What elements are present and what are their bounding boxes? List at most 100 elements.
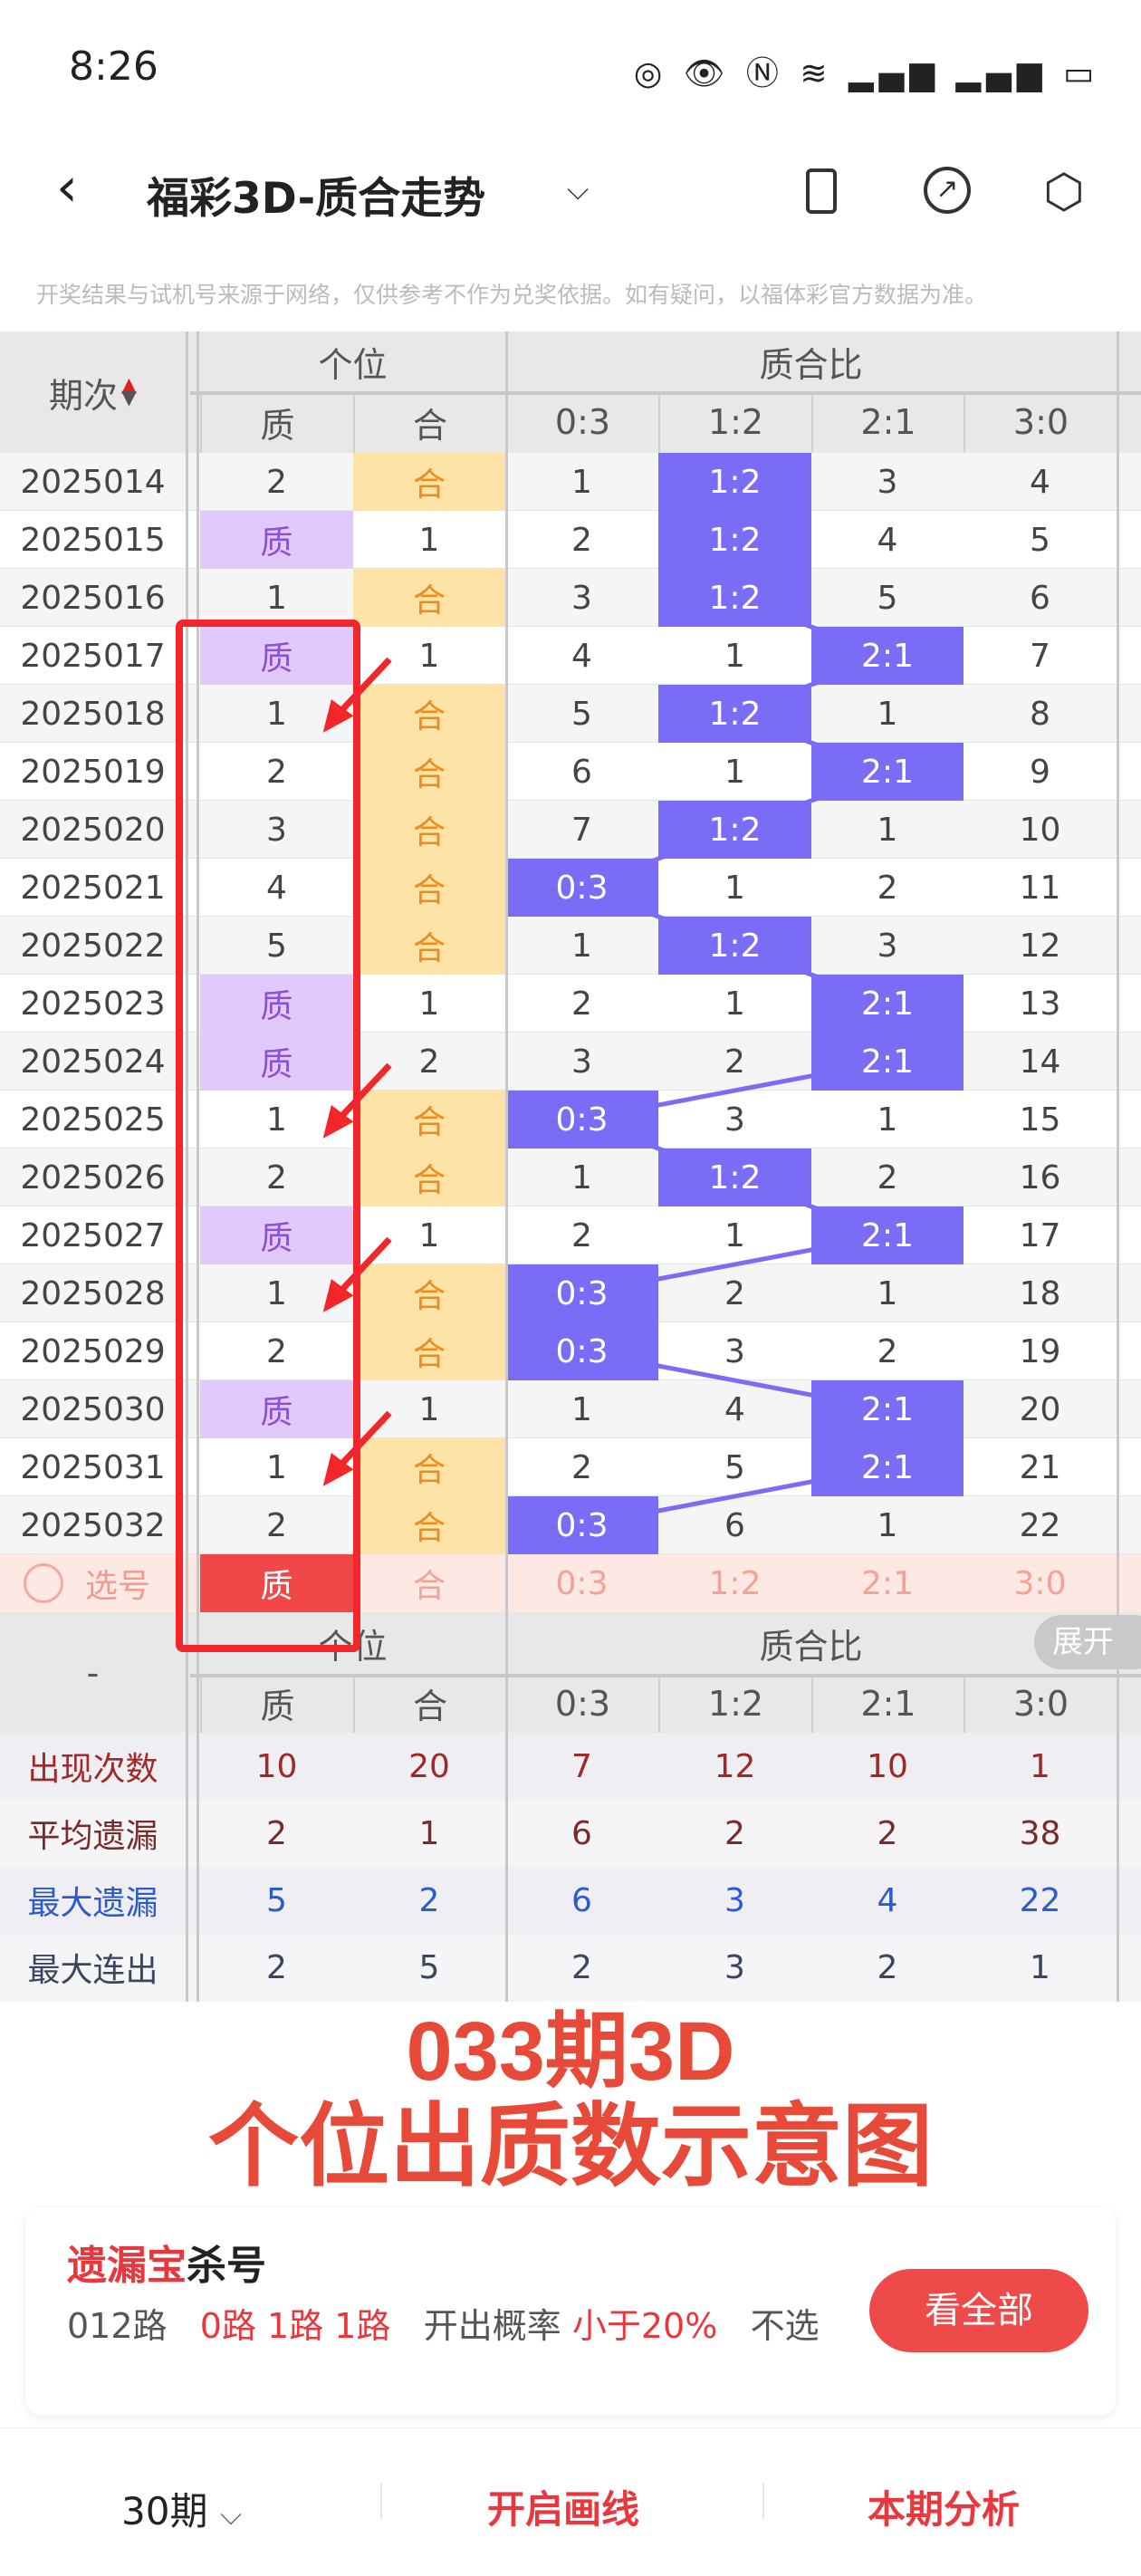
- ratio-miss-cell: 3: [571, 579, 592, 617]
- unit-cell: 合: [353, 1149, 505, 1206]
- title-bar: ‹ 福彩3D-质合走势 ⌵ ↗ ⬡: [0, 136, 1141, 249]
- unit-cell: 2: [266, 463, 287, 501]
- stats-table: - 个位 质合比质合 0:3 1:2 2:1 3:0 出现次数 10 20 7 12 10 1 平均遗漏 2 1…: [0, 1612, 1141, 2002]
- select-cell-0-3[interactable]: 0:3: [555, 1564, 609, 1602]
- ratio-miss-cell: 3: [724, 1101, 745, 1139]
- view-all-button[interactable]: 看全部: [869, 2269, 1088, 2352]
- table-row: 2025016 1 合: [0, 569, 1141, 627]
- stats-corner: -: [0, 1612, 186, 1733]
- ratio-miss-cell: 1: [724, 1216, 745, 1254]
- column-header: 合: [353, 1674, 505, 1733]
- ratio-hit-cell: 1:2: [658, 917, 811, 975]
- select-cell-3-0[interactable]: 3:0: [1013, 1564, 1067, 1602]
- status-bar: 8:26 ◎ 👁 Ⓝ ≋ ▂▄▆ ▂▄▆ ▭: [0, 0, 1141, 136]
- unit-cell: 合: [353, 917, 505, 975]
- analysis-button[interactable]: 本期分析: [868, 2487, 1021, 2532]
- sort-icon[interactable]: ▲ ▼: [121, 374, 137, 409]
- table-row: 2025014 2 合: [0, 453, 1141, 511]
- share-icon[interactable]: ↗: [924, 167, 971, 214]
- ratio-miss-cell: 3: [877, 927, 898, 965]
- column-header: 质: [200, 1674, 353, 1733]
- ratio-miss-cell: 1: [724, 637, 745, 675]
- ratio-miss-cell: 1: [877, 695, 898, 733]
- ratio-miss-cell: 5: [571, 695, 592, 733]
- group-header-ratio: 质合比: [505, 332, 1117, 391]
- ratio-miss-cell: 2: [724, 1043, 745, 1081]
- column-divider: [505, 1612, 508, 2002]
- ratio-miss-cell: 6: [571, 753, 592, 791]
- period-cell: 2025024: [20, 1043, 166, 1081]
- table-row: 2025015 质 1: [0, 511, 1141, 569]
- ratio-miss-cell: 4: [571, 637, 592, 675]
- clock: 8:26: [69, 43, 158, 90]
- period-select[interactable]: 30期 ⌵: [121, 2481, 242, 2536]
- chevron-down-icon[interactable]: ⌵: [567, 172, 590, 207]
- back-icon[interactable]: ‹: [56, 156, 78, 219]
- column-header: 1:2: [658, 391, 811, 453]
- ratio-miss-cell: 1: [571, 463, 592, 501]
- kill-number-card: 遗漏宝杀号 012路 0路 1路 1路 开出概率 小于20% 不选 看全部: [25, 2207, 1116, 2416]
- ratio-hit-cell: 2:1: [811, 975, 964, 1033]
- stats-label: 最大连出: [27, 1952, 158, 1989]
- select-cell-合[interactable]: 合: [412, 1568, 446, 1605]
- period-cell: 2025022: [20, 927, 166, 965]
- ratio-miss-cell: 22: [1019, 1506, 1061, 1544]
- ratio-miss-cell: 12: [1019, 927, 1061, 965]
- stats-value: 6: [571, 1881, 592, 1919]
- column-header: 质: [200, 391, 353, 453]
- unit-cell: 2: [418, 1043, 440, 1081]
- ratio-miss-cell: 2: [877, 869, 898, 907]
- ratio-miss-cell: 2: [571, 1216, 592, 1254]
- period-cell: 2025015: [20, 521, 166, 559]
- column-header: 2:1: [811, 391, 964, 453]
- ratio-hit-cell: 2:1: [811, 627, 964, 685]
- card-title-brand: 遗漏宝: [67, 2243, 187, 2289]
- unit-cell: 1: [418, 1216, 440, 1254]
- ratio-hit-cell: 0:3: [505, 1264, 658, 1322]
- ratio-miss-cell: 6: [724, 1506, 745, 1544]
- ratio-hit-cell: 0:3: [505, 1322, 658, 1380]
- ratio-miss-cell: 2: [571, 521, 592, 559]
- expand-button[interactable]: 展开: [1034, 1615, 1141, 1669]
- ratio-miss-cell: 1: [877, 1101, 898, 1139]
- page-title[interactable]: 福彩3D-质合走势: [147, 174, 486, 224]
- ratio-hit-cell: 1:2: [658, 685, 811, 743]
- stats-value: 38: [1019, 1814, 1061, 1852]
- select-cell-2-1[interactable]: 2:1: [861, 1564, 914, 1602]
- card-description: 012路 0路 1路 1路 开出概率 小于20% 不选: [67, 2298, 846, 2354]
- ratio-miss-cell: 4: [724, 1390, 745, 1428]
- unit-cell: 合: [353, 453, 505, 511]
- radio-circle-icon[interactable]: [24, 1563, 63, 1603]
- stats-value: 6: [571, 1814, 592, 1852]
- ratio-hit-cell: 2:1: [811, 743, 964, 801]
- ratio-miss-cell: 1: [571, 1158, 592, 1197]
- stats-label: 平均遗漏: [27, 1818, 158, 1855]
- stats-header: - 个位 质合比质合 0:3 1:2 2:1 3:0: [0, 1612, 1141, 1733]
- stats-value: 3: [724, 1881, 745, 1919]
- stats-value: 7: [571, 1747, 592, 1785]
- column-header: 3:0: [964, 1674, 1117, 1733]
- stats-value: 2: [877, 1814, 898, 1852]
- ratio-miss-cell: 1: [571, 1390, 592, 1428]
- period-cell: 2025031: [20, 1448, 166, 1486]
- ratio-hit-cell: 1:2: [658, 511, 811, 569]
- ratio-miss-cell: 1: [724, 753, 745, 791]
- phone-landscape-icon[interactable]: [806, 168, 837, 214]
- ratio-miss-cell: 2: [877, 1158, 898, 1197]
- settings-icon[interactable]: ⬡: [1043, 165, 1085, 219]
- draw-lines-button[interactable]: 开启画线: [487, 2487, 640, 2532]
- unit-cell: 1: [418, 985, 440, 1023]
- ratio-miss-cell: 13: [1019, 985, 1061, 1023]
- ratio-miss-cell: 3: [724, 1332, 745, 1370]
- ratio-hit-cell: 2:1: [811, 1206, 964, 1264]
- status-icons: ◎ 👁 Ⓝ ≋ ▂▄▆ ▂▄▆ ▭: [633, 55, 1099, 92]
- period-header-label: 期次: [49, 375, 119, 416]
- divider: [762, 2483, 764, 2519]
- ratio-miss-cell: 15: [1019, 1101, 1061, 1139]
- column-divider: [186, 1612, 188, 2002]
- trend-table: 2025014 2 合 2025015 质 1 2025016 1 合 2025017 质 1 2025…: [0, 332, 1141, 1612]
- ratio-miss-cell: 19: [1019, 1332, 1061, 1370]
- stats-value: 1: [1030, 1948, 1050, 1986]
- period-cell: 2025029: [20, 1332, 166, 1370]
- select-cell-1-2[interactable]: 1:2: [708, 1564, 762, 1602]
